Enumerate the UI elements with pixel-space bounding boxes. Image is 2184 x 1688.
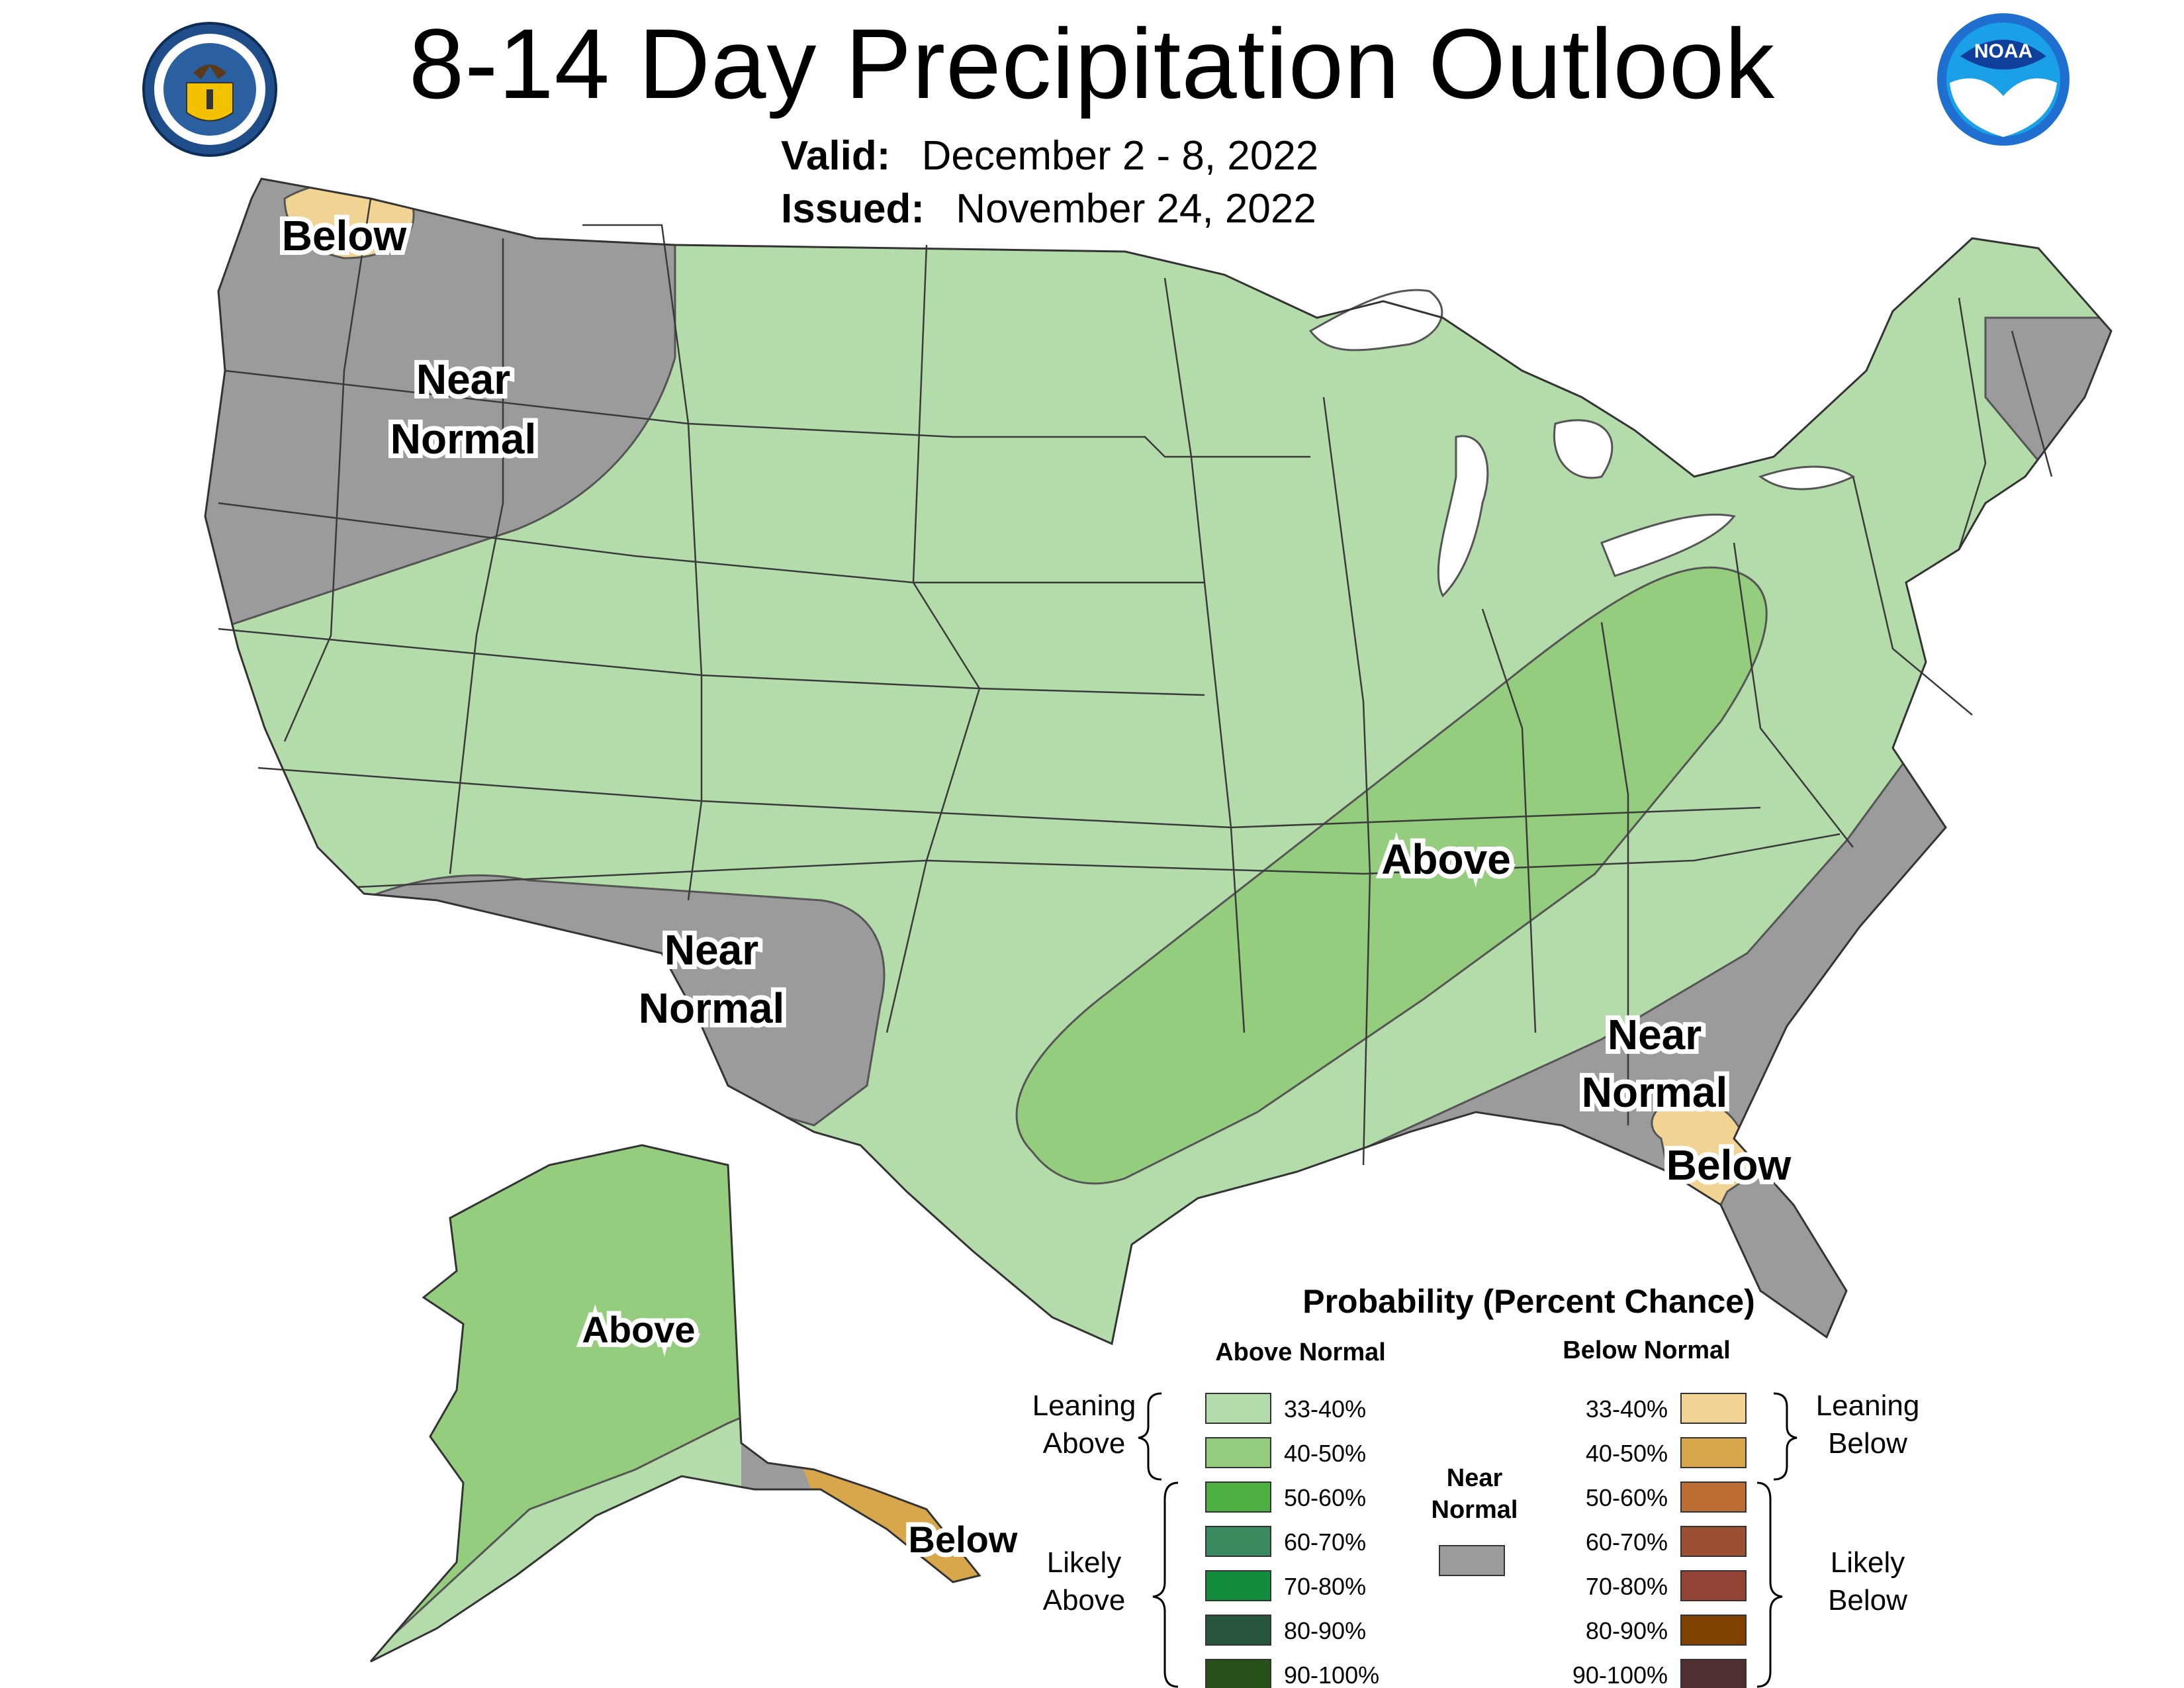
legend-leaning-below-2: Below bbox=[1828, 1427, 1907, 1460]
valid-line: Valid: December 2 - 8, 2022 bbox=[781, 132, 1318, 179]
legend-label-below-3: 50-60% bbox=[1586, 1484, 1668, 1511]
legend-swatch-near-normal bbox=[1439, 1545, 1505, 1576]
legend-label-below-4: 60-70% bbox=[1586, 1528, 1668, 1556]
legend-swatch-above-6 bbox=[1205, 1615, 1271, 1646]
valid-label: Valid: bbox=[781, 133, 891, 179]
department-of-commerce-seal-icon bbox=[142, 22, 277, 157]
legend-near-header-2: Normal bbox=[1432, 1496, 1518, 1524]
label-below-nw: Below bbox=[282, 212, 407, 259]
brace-likely-below bbox=[1756, 1481, 1783, 1688]
legend-label-below-7: 90-100% bbox=[1572, 1662, 1668, 1688]
legend-label-above-4: 60-70% bbox=[1284, 1528, 1366, 1556]
label-above-central: Above bbox=[1381, 835, 1511, 883]
lake-erie-shape bbox=[1600, 513, 1736, 577]
legend-swatch-above-4 bbox=[1205, 1526, 1271, 1557]
legend-swatch-below-4 bbox=[1680, 1526, 1747, 1557]
legend-label-above-5: 70-80% bbox=[1284, 1573, 1366, 1600]
central-above-region bbox=[1015, 566, 1768, 1185]
legend-label-above-7: 90-100% bbox=[1284, 1662, 1379, 1688]
legend-likely-above-1: Likely bbox=[1047, 1546, 1122, 1579]
legend-swatch-above-5 bbox=[1205, 1570, 1271, 1601]
legend-swatch-above-7 bbox=[1205, 1659, 1271, 1688]
valid-value: December 2 - 8, 2022 bbox=[921, 133, 1319, 179]
noaa-logo-icon: NOAA bbox=[1937, 13, 2070, 146]
legend-likely-above-2: Above bbox=[1043, 1584, 1126, 1617]
map-labels: Below Near Normal Near Normal Above Near… bbox=[277, 207, 1796, 1565]
legend-swatch-below-1 bbox=[1680, 1393, 1747, 1424]
legend-swatch-below-5 bbox=[1680, 1570, 1747, 1601]
legend-swatch-below-2 bbox=[1680, 1437, 1747, 1468]
alaska-outline bbox=[369, 1144, 981, 1663]
ne-coast-near-normal-region bbox=[1977, 316, 2111, 729]
legend-swatch-below-7 bbox=[1680, 1659, 1747, 1688]
legend-label-below-2: 40-50% bbox=[1586, 1440, 1668, 1467]
legend: Probability (Percent Chance) Above Norma… bbox=[1032, 1283, 1920, 1688]
legend-label-below-6: 80-90% bbox=[1586, 1617, 1668, 1644]
page-title: 8-14 Day Precipitation Outlook bbox=[408, 8, 1776, 119]
legend-swatch-below-6 bbox=[1680, 1615, 1747, 1646]
legend-swatch-above-2 bbox=[1205, 1437, 1271, 1468]
legend-above-header: Above Normal bbox=[1215, 1338, 1386, 1366]
legend-label-above-3: 50-60% bbox=[1284, 1484, 1366, 1511]
legend-label-above-6: 80-90% bbox=[1284, 1617, 1366, 1644]
legend-likely-below-2: Below bbox=[1828, 1584, 1907, 1617]
legend-swatch-below-3 bbox=[1680, 1481, 1747, 1513]
label-above-ak: Above bbox=[582, 1309, 695, 1350]
noaa-logo-text: NOAA bbox=[1974, 40, 2032, 62]
legend-above-rows: 33-40% 40-50% 50-60% 60-70% 70-80% 80-90% 90-1… bbox=[1205, 1393, 1379, 1688]
brace-leaning-above bbox=[1138, 1392, 1162, 1481]
legend-leaning-below-1: Leaning bbox=[1816, 1389, 1920, 1422]
legend-leaning-above-1: Leaning bbox=[1032, 1389, 1136, 1422]
lake-huron-shape bbox=[1553, 419, 1614, 479]
issued-value: November 24, 2022 bbox=[956, 186, 1316, 232]
label-near-normal-nw-2: Normal bbox=[390, 415, 537, 463]
brace-leaning-below bbox=[1773, 1392, 1797, 1481]
legend-likely-below-1: Likely bbox=[1831, 1546, 1905, 1579]
legend-below-rows: 33-40% 40-50% 50-60% 60-70% 70-80% 80-90% 90-1… bbox=[1572, 1393, 1747, 1688]
legend-title: Probability (Percent Chance) bbox=[1302, 1283, 1755, 1320]
legend-label-below-5: 70-80% bbox=[1586, 1573, 1668, 1600]
great-lakes bbox=[1308, 289, 1855, 598]
legend-near-header-1: Near bbox=[1447, 1464, 1503, 1492]
legend-label-above-1: 33-40% bbox=[1284, 1395, 1366, 1423]
legend-label-above-2: 40-50% bbox=[1284, 1440, 1366, 1467]
legend-below-header: Below Normal bbox=[1563, 1336, 1730, 1364]
conus-outline bbox=[204, 177, 2113, 1346]
label-below-ak: Below bbox=[909, 1519, 1018, 1560]
label-below-fl: Below bbox=[1666, 1141, 1792, 1189]
label-near-normal-se-2: Normal bbox=[1582, 1068, 1728, 1116]
lake-superior-shape bbox=[1308, 289, 1443, 352]
legend-label-below-1: 33-40% bbox=[1586, 1395, 1668, 1423]
legend-swatch-above-1 bbox=[1205, 1393, 1271, 1424]
label-near-normal-sw-2: Normal bbox=[639, 984, 785, 1032]
issued-line: Issued: November 24, 2022 bbox=[781, 185, 1316, 232]
alaska-below-region bbox=[801, 1463, 979, 1582]
label-near-normal-se-1: Near bbox=[1608, 1011, 1702, 1058]
label-near-normal-sw-1: Near bbox=[664, 926, 758, 974]
label-near-normal-nw-1: Near bbox=[416, 355, 510, 403]
legend-leaning-above-2: Above bbox=[1043, 1427, 1126, 1460]
state-boundaries bbox=[218, 198, 2053, 1166]
issued-label: Issued: bbox=[781, 186, 925, 232]
brace-likely-above bbox=[1152, 1481, 1179, 1688]
sw-near-normal-region bbox=[329, 874, 886, 1127]
legend-swatch-above-3 bbox=[1205, 1481, 1271, 1513]
lake-michigan-shape bbox=[1437, 435, 1489, 598]
